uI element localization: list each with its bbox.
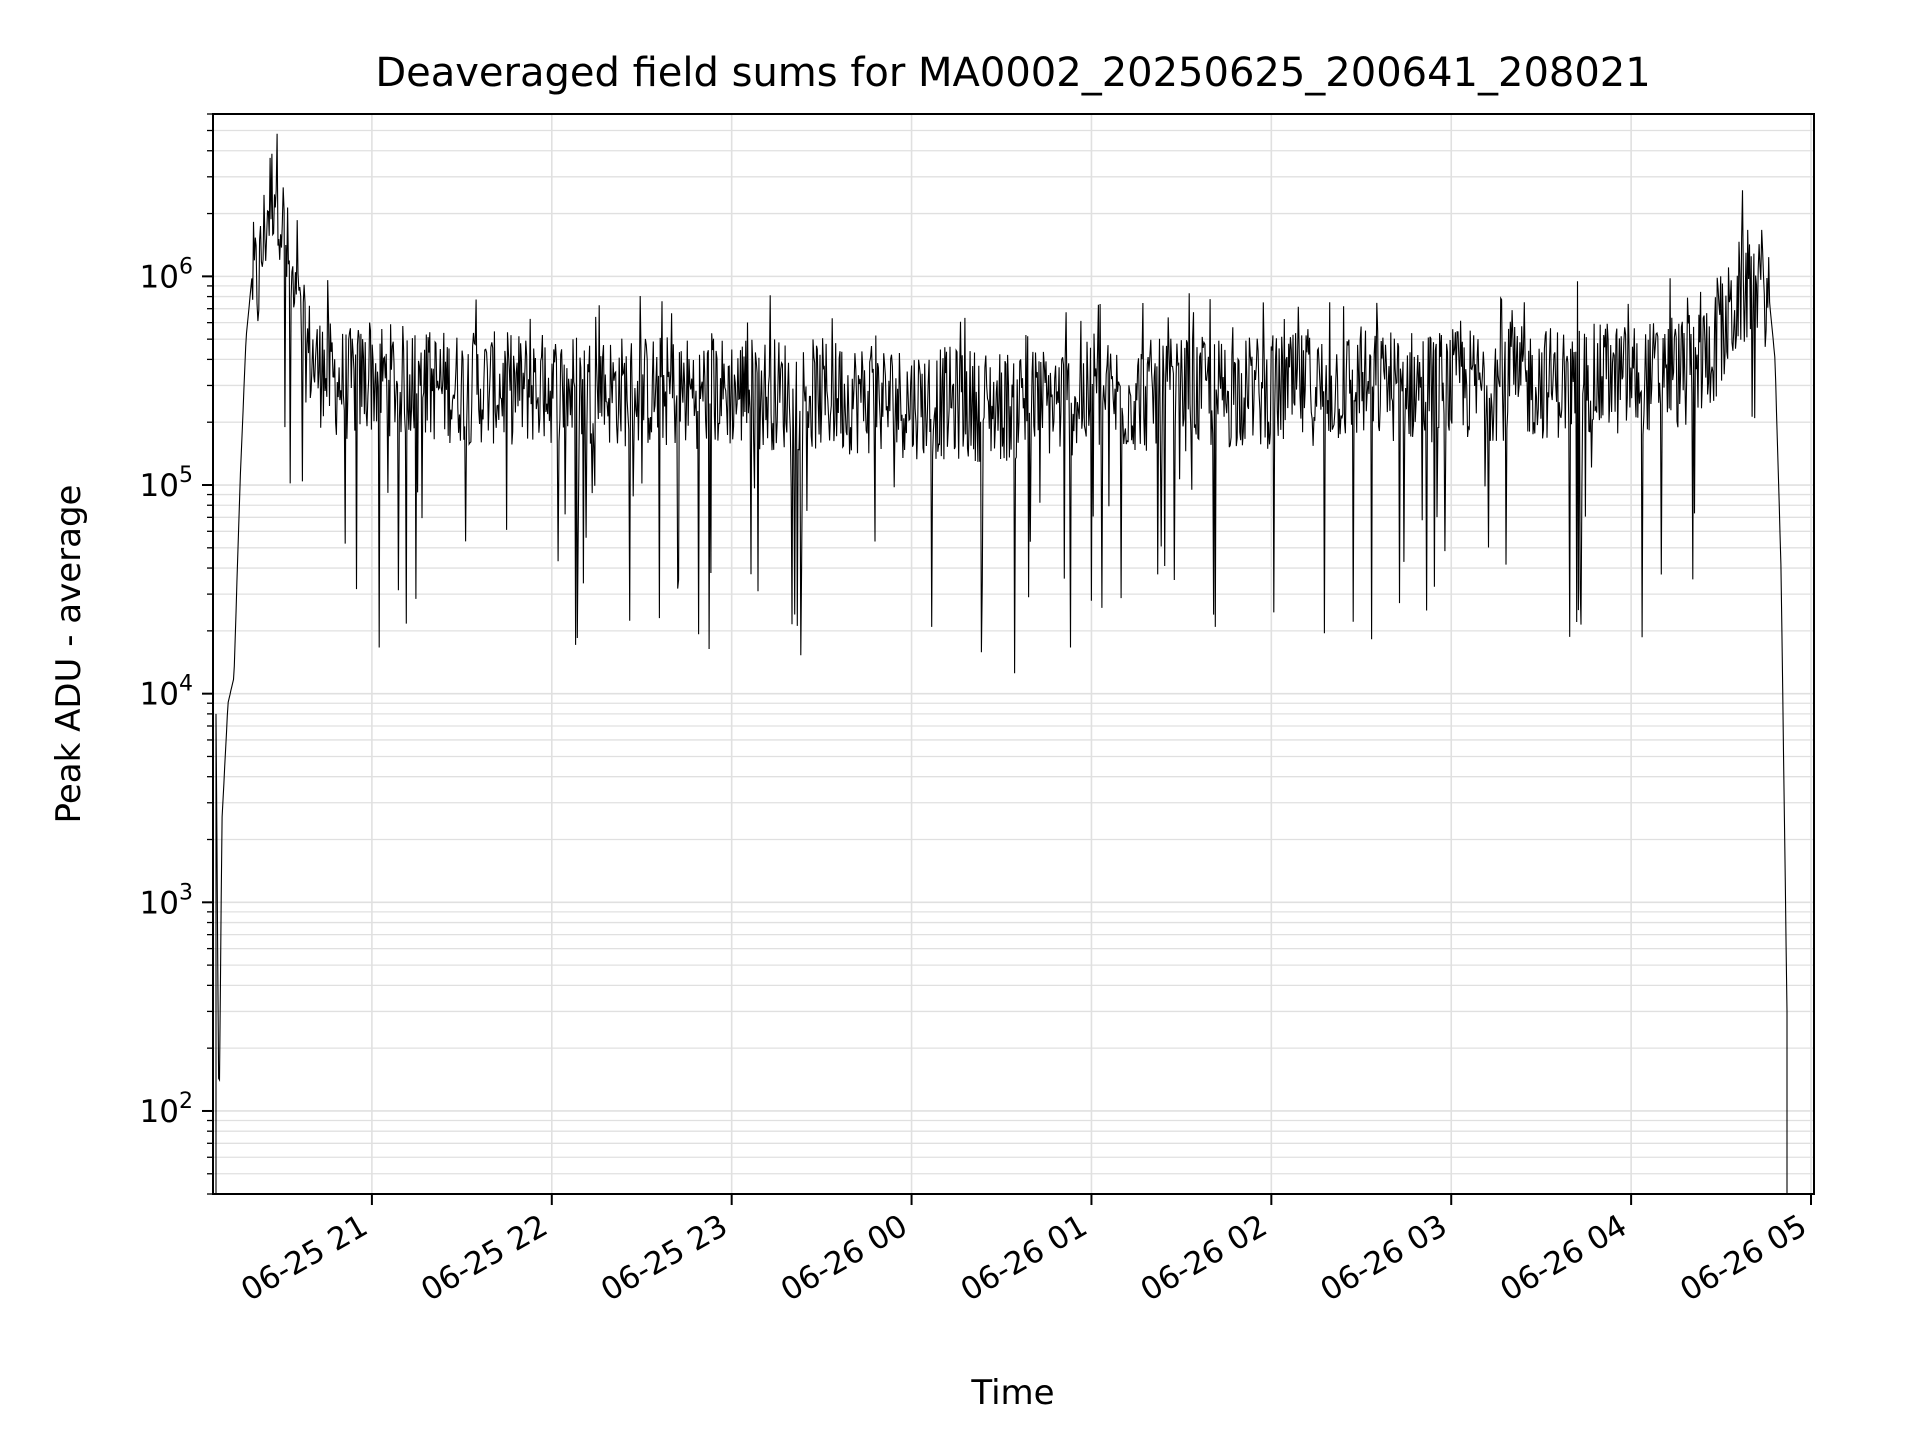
y-tick-label: 106 — [140, 254, 193, 295]
y-axis-label: Peak ADU - average — [49, 485, 89, 824]
series-line — [215, 133, 1788, 1194]
x-tick-label: 06-26 02 — [1135, 1208, 1274, 1309]
y-tick-label: 105 — [140, 463, 193, 504]
x-axis-ticks: 06-25 21 06-25 22 06-25 23 06-26 00 06-26 01… — [235, 1194, 1813, 1309]
y-axis-ticks: 102 103 104 105 106 — [140, 254, 213, 1130]
y-tick-label: 103 — [140, 880, 193, 921]
x-tick-label: 06-26 05 — [1674, 1208, 1813, 1309]
x-tick-label: 06-26 03 — [1315, 1208, 1454, 1309]
x-tick-label: 06-26 00 — [775, 1208, 914, 1309]
x-tick-label: 06-26 04 — [1494, 1208, 1633, 1309]
x-tick-label: 06-25 21 — [235, 1208, 374, 1309]
y-tick-label: 102 — [140, 1089, 193, 1130]
x-tick-label: 06-26 01 — [955, 1208, 1094, 1309]
chart-title: Deaveraged field sums for MA0002_2025062… — [375, 50, 1650, 96]
plot-frame — [212, 113, 1815, 1195]
x-tick-label: 06-25 23 — [595, 1208, 734, 1309]
x-axis-label: Time — [970, 1373, 1054, 1413]
y-tick-label: 104 — [140, 672, 193, 713]
grid — [213, 113, 1814, 1195]
x-tick-label: 06-25 22 — [415, 1208, 554, 1309]
